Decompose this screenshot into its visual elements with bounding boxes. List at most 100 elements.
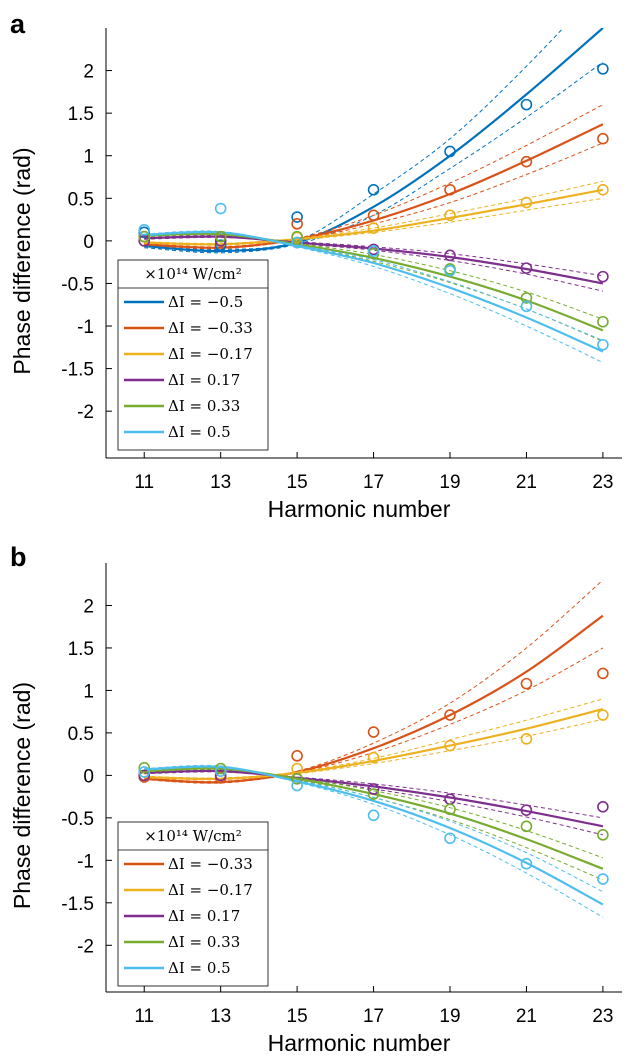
legend-entry: ΔI = 0.33	[168, 397, 240, 415]
fit-lower-bound	[144, 718, 604, 781]
x-tick-label: 15	[287, 472, 308, 493]
y-tick-label: -1	[77, 317, 94, 338]
data-point	[367, 726, 380, 738]
data-point	[520, 262, 533, 274]
legend-entry: ΔI = 0.17	[168, 371, 240, 389]
data-point	[520, 677, 533, 690]
legend-title: ×10¹⁴ W/cm²	[144, 827, 242, 845]
fit-line	[144, 123, 604, 249]
y-tick-label: -1.5	[61, 360, 94, 381]
data-point	[291, 779, 303, 792]
data-point	[597, 183, 609, 196]
data-point	[291, 236, 303, 249]
data-point	[597, 132, 609, 145]
x-tick-label: 21	[516, 1006, 537, 1027]
legend-entry: ΔI = 0.17	[168, 907, 240, 925]
data-point	[520, 292, 533, 304]
legend-box	[117, 821, 269, 987]
x-tick-label: 23	[592, 472, 613, 493]
fit-lower-bound	[144, 769, 604, 836]
data-point	[444, 145, 456, 158]
fit-upper-bound	[144, 232, 604, 341]
legend-entry: ΔI = 0.33	[168, 933, 240, 951]
data-point	[138, 766, 151, 778]
legend-entry: ΔI = −0.33	[168, 855, 253, 873]
data-point	[597, 315, 609, 328]
data-point	[520, 98, 533, 111]
data-point	[138, 224, 151, 236]
data-point	[444, 209, 456, 222]
data-point	[214, 235, 227, 247]
fit-line	[144, 188, 604, 246]
data-point	[214, 769, 227, 782]
y-tick-label: 0.5	[68, 189, 94, 210]
data-point	[214, 765, 227, 777]
data-point	[291, 218, 303, 230]
data-point	[367, 751, 380, 764]
data-point	[138, 230, 151, 243]
data-point	[291, 750, 303, 762]
fit-line	[144, 614, 604, 784]
data-point	[214, 239, 227, 251]
x-tick-label: 13	[210, 1006, 231, 1027]
data-point	[597, 709, 609, 721]
data-point	[597, 829, 609, 841]
data-point	[214, 202, 227, 215]
fit-line	[144, 708, 604, 781]
legend-entry: ΔI = 0.5	[168, 423, 231, 441]
data-point	[520, 857, 533, 870]
data-point	[444, 264, 456, 277]
data-point	[367, 222, 380, 234]
y-tick-label: 2	[83, 62, 94, 83]
y-tick-label: -0.5	[61, 809, 94, 830]
data-point	[367, 183, 380, 196]
x-tick-label: 11	[134, 1006, 154, 1027]
data-point	[597, 873, 609, 885]
x-axis-label: Harmonic number	[268, 496, 451, 522]
x-tick-label: 17	[363, 1006, 384, 1027]
x-tick-label: 19	[439, 1006, 460, 1027]
data-point	[520, 300, 533, 313]
y-tick-label: 0	[83, 232, 94, 253]
data-point	[367, 209, 380, 222]
data-point	[444, 832, 456, 845]
y-tick-label: 0	[83, 766, 94, 787]
chart-panel-a: a 2 1.5 1 0.5 0 -0.5 -1 -1.5 -2 11 13 15 17 19 21 23 Harm…	[9, 9, 622, 522]
x-tick-label: 15	[287, 1006, 308, 1027]
data-point	[367, 809, 380, 822]
panel-letter: b	[10, 542, 27, 572]
fit-upper-bound	[144, 579, 604, 783]
fit-lower-bound	[144, 764, 604, 918]
data-point	[520, 196, 533, 209]
data-point	[138, 761, 151, 774]
data-point	[367, 783, 380, 795]
plot-area	[138, 28, 609, 364]
x-tick-label: 21	[516, 472, 537, 493]
data-point	[291, 211, 303, 223]
fit-upper-bound	[144, 104, 604, 248]
data-point	[520, 733, 533, 745]
legend-entry: ΔI = 0.5	[168, 959, 231, 977]
data-point	[291, 230, 303, 243]
y-tick-label: 0.5	[68, 724, 94, 745]
data-point	[520, 820, 533, 833]
data-point	[597, 63, 609, 75]
chart-panel-b: b 2 1.5 1 0.5 0 -0.5 -1 -1.5 -2 11 13 15 17 19 21 23 Harm…	[9, 542, 622, 1056]
data-point	[520, 155, 533, 168]
data-point	[597, 667, 609, 680]
y-tick-label: -0.5	[61, 274, 94, 295]
y-tick-label: 2	[83, 596, 94, 617]
y-tick-label: -2	[77, 402, 94, 423]
plot-area	[138, 579, 609, 918]
fit-lower-bound	[144, 197, 603, 246]
data-point	[367, 788, 380, 800]
x-tick-label: 17	[363, 472, 384, 493]
data-point	[520, 804, 533, 817]
data-point	[291, 772, 303, 785]
data-point	[444, 709, 456, 721]
legend-title: ×10¹⁴ W/cm²	[144, 265, 242, 283]
legend-entry: ΔI = −0.33	[168, 319, 253, 337]
fit-upper-bound	[144, 28, 564, 250]
x-tick-label: 23	[592, 1006, 613, 1027]
fit-upper-bound	[144, 698, 604, 779]
